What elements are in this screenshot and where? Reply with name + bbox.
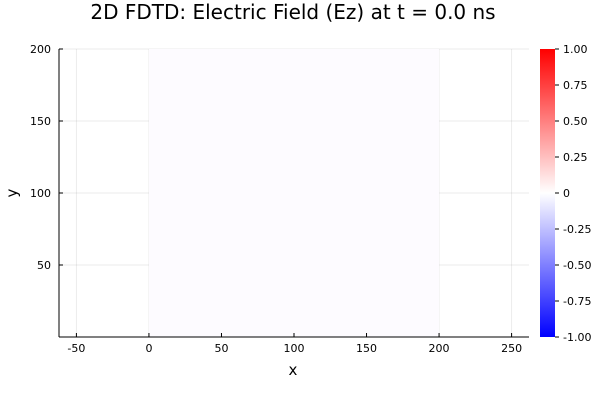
y-tick-label: 200 xyxy=(30,43,51,56)
colorbar-tick-label: 0 xyxy=(563,187,570,200)
x-tick-label: 0 xyxy=(145,342,152,355)
x-tick-label: 150 xyxy=(356,342,377,355)
x-tick-label: 200 xyxy=(429,342,450,355)
colorbar-tick-label: 0.25 xyxy=(563,151,588,164)
y-axis-title: y xyxy=(3,188,21,197)
axis-ticks: -50 0 50 100 150 200 250 50 100 150 200 xyxy=(30,43,522,355)
x-axis-title: x xyxy=(289,361,298,379)
colorbar xyxy=(540,49,555,337)
colorbar-tick-label: 0.75 xyxy=(563,79,588,92)
colorbar-tick-label: 0.50 xyxy=(563,115,588,128)
chart-title: 2D FDTD: Electric Field (Ez) at t = 0.0 … xyxy=(90,0,495,24)
ez-field-heatmap xyxy=(148,49,440,337)
x-tick-label: -50 xyxy=(67,342,85,355)
colorbar-tick-label: -1.00 xyxy=(563,331,591,344)
x-tick-label: 50 xyxy=(214,342,228,355)
y-tick-label: 150 xyxy=(30,115,51,128)
x-tick-label: 250 xyxy=(501,342,522,355)
colorbar-ticks: -1.00 -0.75 -0.50 -0.25 0 0.25 0.50 0.75 1.00 xyxy=(555,43,591,344)
colorbar-tick-label: 1.00 xyxy=(563,43,588,56)
y-tick-label: 100 xyxy=(30,187,51,200)
colorbar-tick-label: -0.25 xyxy=(563,223,591,236)
colorbar-tick-label: -0.50 xyxy=(563,259,591,272)
y-tick-label: 50 xyxy=(37,259,51,272)
x-tick-label: 100 xyxy=(284,342,305,355)
colorbar-tick-label: -0.75 xyxy=(563,295,591,308)
